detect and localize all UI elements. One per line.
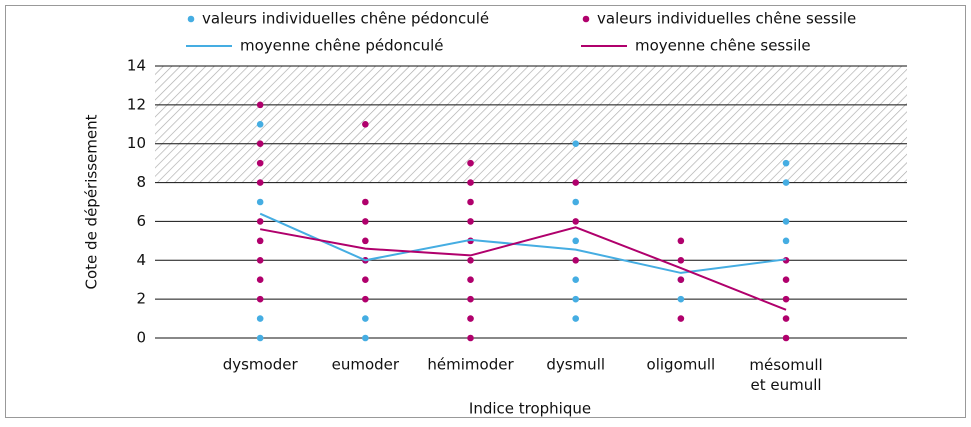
x-tick-label: eumoder	[332, 356, 400, 374]
data-point	[782, 315, 790, 322]
data-point	[467, 256, 474, 264]
legend-label: valeurs individuelles chêne sessile	[597, 10, 856, 28]
data-point	[467, 334, 474, 342]
data-point	[362, 276, 369, 284]
data-point	[572, 315, 579, 322]
x-tick-label: dysmull	[546, 356, 605, 374]
data-point	[677, 315, 685, 322]
x-tick-label: oligomull	[647, 356, 716, 374]
shaded-band	[155, 66, 907, 183]
data-point	[256, 140, 264, 148]
data-point	[362, 295, 369, 303]
data-point	[572, 179, 579, 186]
legend-marker	[582, 15, 590, 23]
mean-line	[259, 212, 787, 274]
data-point	[256, 334, 264, 342]
data-point	[362, 237, 369, 245]
data-point	[572, 276, 579, 284]
data-point	[782, 276, 790, 284]
y-tick-label: 6	[136, 212, 146, 230]
data-point	[782, 334, 790, 342]
data-point	[256, 276, 264, 284]
data-point	[467, 179, 474, 186]
data-point	[572, 256, 579, 264]
data-point	[362, 218, 369, 225]
data-point	[362, 120, 369, 128]
data-point	[256, 315, 264, 322]
y-tick-label: 12	[127, 95, 146, 113]
data-point	[572, 237, 579, 245]
data-point	[467, 198, 474, 206]
data-point	[256, 179, 264, 186]
legend-marker	[187, 15, 195, 23]
data-point	[572, 140, 579, 148]
data-point	[782, 295, 790, 303]
data-point	[467, 315, 474, 322]
data-point	[572, 218, 579, 225]
legend-label: moyenne chêne pédonculé	[240, 37, 444, 55]
legend-label: valeurs individuelles chêne pédonculé	[202, 10, 489, 28]
data-point	[572, 295, 579, 303]
y-tick-label: 14	[127, 57, 146, 75]
x-tick-label: hémimoder	[427, 356, 514, 374]
data-point	[256, 101, 264, 109]
data-point	[256, 295, 264, 303]
y-tick-label: 2	[136, 290, 146, 308]
chart-border	[5, 5, 966, 418]
data-point	[362, 198, 369, 206]
data-point	[467, 295, 474, 303]
data-point	[256, 256, 264, 264]
data-point	[782, 179, 790, 186]
x-tick-label: mésomull et eumull	[749, 356, 822, 394]
legend-label: moyenne chêne sessile	[635, 37, 811, 55]
data-point	[256, 237, 264, 245]
y-tick-label: 0	[136, 329, 146, 347]
y-tick-label: 4	[136, 251, 146, 269]
data-point	[256, 198, 264, 206]
data-point	[256, 120, 264, 128]
x-tick-label: dysmoder	[223, 356, 299, 374]
data-point	[256, 218, 264, 225]
y-axis-label: Cote de dépérissement	[83, 114, 101, 289]
data-point	[677, 256, 685, 264]
data-point	[782, 237, 790, 245]
x-axis-label: Indice trophique	[469, 400, 591, 418]
y-tick-label: 10	[127, 134, 146, 152]
data-point	[256, 159, 264, 167]
y-tick-label: 8	[136, 173, 146, 191]
data-point	[677, 276, 685, 284]
data-point	[677, 237, 685, 245]
data-point	[467, 159, 474, 167]
mean-line	[259, 226, 787, 311]
data-point	[362, 334, 369, 342]
data-point	[467, 276, 474, 284]
data-point	[782, 218, 790, 225]
data-point	[467, 218, 474, 225]
data-point	[782, 159, 790, 167]
data-point	[572, 198, 579, 206]
data-point	[677, 295, 685, 303]
data-point	[362, 315, 369, 322]
